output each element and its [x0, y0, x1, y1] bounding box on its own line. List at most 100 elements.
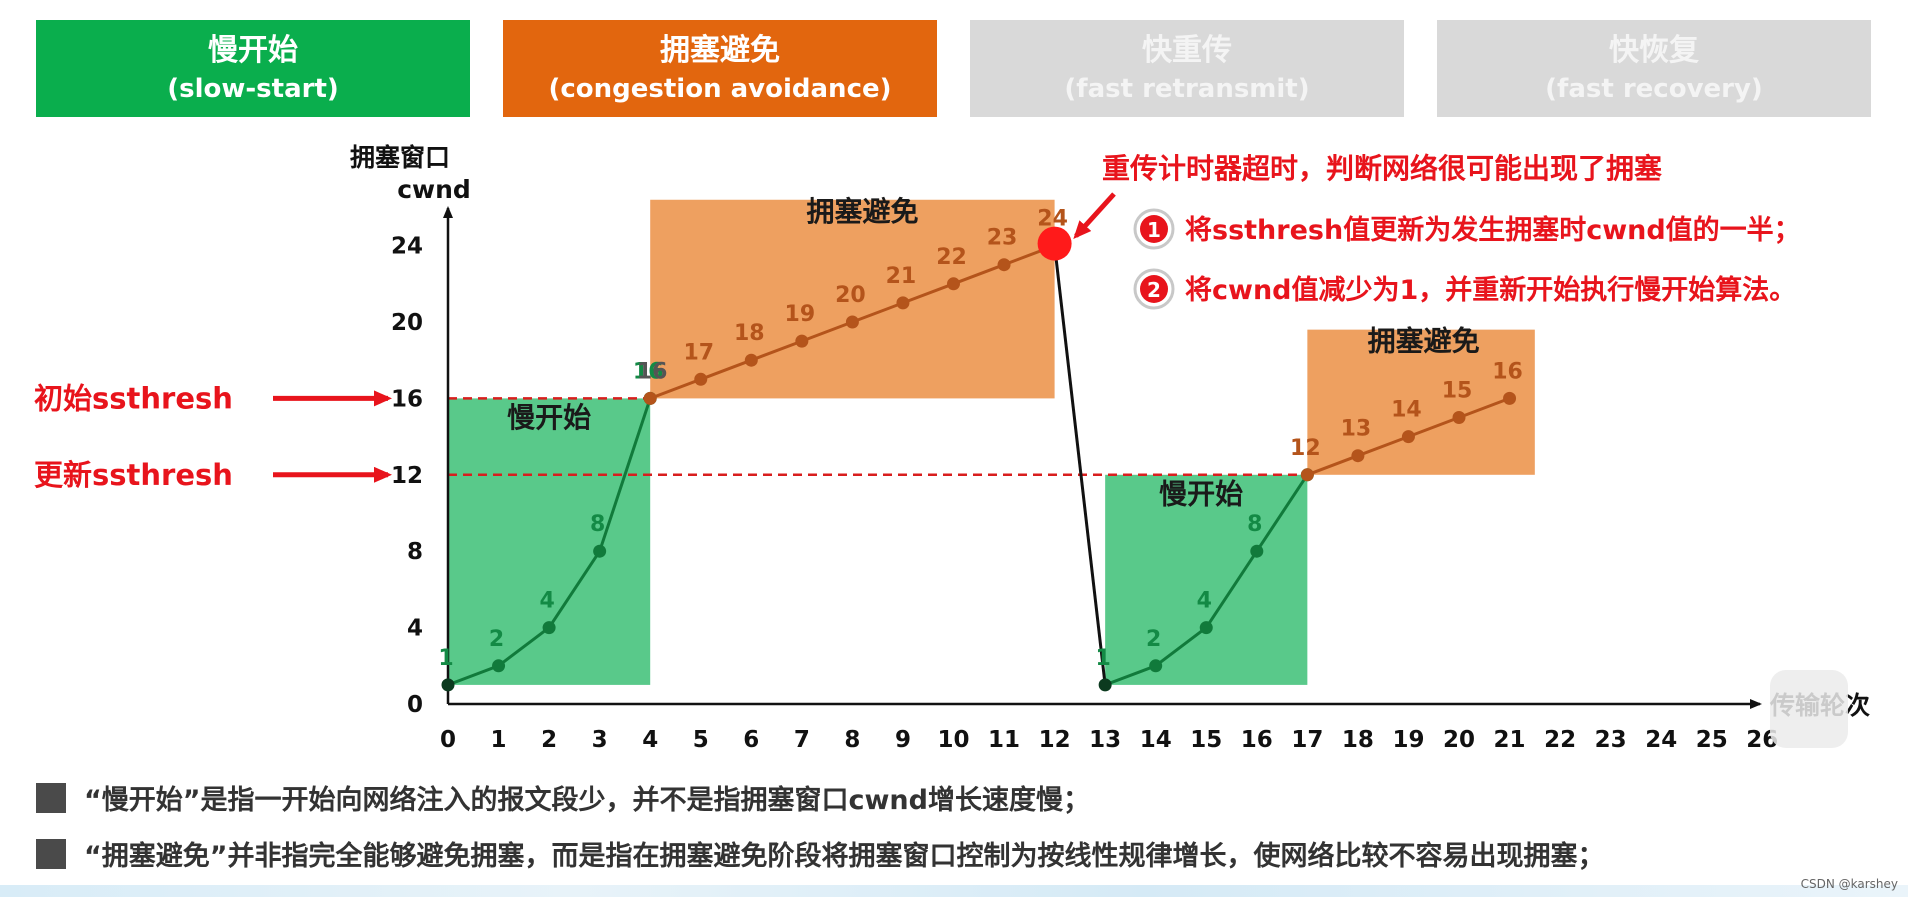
data-label: 18: [734, 321, 765, 346]
note-text: “慢开始”是指一开始向网络注入的报文段少，并不是指拥塞窗口cwnd增长速度慢；: [84, 785, 1090, 816]
x-tick-label: 8: [844, 727, 860, 753]
y-tick-label: 8: [407, 539, 423, 565]
play-overlay[interactable]: [1770, 670, 1848, 748]
watermark: CSDN @karshey: [1800, 877, 1898, 891]
data-point: [593, 544, 607, 558]
y-tick-label: 0: [407, 692, 423, 718]
header-title: 慢开始: [208, 32, 298, 68]
data-label: 14: [1391, 398, 1422, 423]
x-tick-label: 16: [1241, 727, 1273, 753]
header-subtitle: (congestion avoidance): [548, 73, 892, 104]
data-label: 1: [1095, 646, 1110, 671]
x-tick-label: 5: [693, 727, 709, 753]
header-fast-recovery: 快恢复 (fast recovery): [1437, 20, 1871, 117]
data-point: [997, 258, 1011, 272]
threshold-label: 初始ssthresh: [34, 381, 233, 415]
data-point: [694, 372, 708, 386]
x-tick-label: 18: [1342, 727, 1374, 753]
data-point: [845, 315, 859, 329]
y-tick-label: 20: [391, 310, 423, 336]
data-label: 15: [1442, 379, 1473, 404]
header-title: 快重传: [1142, 32, 1232, 68]
header-subtitle: (slow-start): [167, 73, 339, 104]
data-label: 12: [1290, 436, 1321, 461]
x-tick-label: 10: [937, 727, 969, 753]
y-axis-title: 拥塞窗口: [350, 143, 450, 172]
x-tick-label: 9: [895, 727, 911, 753]
x-tick-label: 11: [988, 727, 1020, 753]
x-tick-label: 0: [440, 727, 456, 753]
data-label: 16: [1492, 359, 1523, 384]
data-label: 8: [590, 512, 605, 537]
region-label: 慢开始: [1159, 477, 1243, 510]
number-badge-icon: [1140, 275, 1168, 303]
y-axis-title: cwnd: [397, 175, 471, 204]
data-label: 20: [835, 283, 866, 308]
data-point: [1503, 391, 1517, 405]
header-slow-start: 慢开始 (slow-start): [36, 20, 470, 117]
x-tick-label: 7: [794, 727, 810, 753]
cwnd-chart: 慢开始拥塞避免慢开始拥塞避免拥塞窗口cwnd传输轮次01234567891011…: [34, 143, 1870, 753]
data-point: [542, 621, 556, 635]
number-badge-icon: [1140, 215, 1168, 243]
header-fast-retransmit: 快重传 (fast retransmit): [970, 20, 1404, 117]
x-tick-label: 15: [1190, 727, 1222, 753]
data-point: [492, 659, 506, 673]
y-tick-label: 16: [391, 386, 423, 412]
data-label: 2: [489, 627, 504, 652]
x-tick-label: 13: [1089, 727, 1121, 753]
data-point: [795, 334, 809, 348]
data-label: 1: [438, 646, 453, 671]
data-label: 21: [886, 264, 917, 289]
x-tick-label: 17: [1291, 727, 1323, 753]
data-label: 16: [637, 359, 668, 384]
bullet-square-icon: [36, 782, 66, 813]
y-tick-label: 12: [391, 463, 423, 489]
header-subtitle: (fast recovery): [1545, 73, 1763, 104]
note-congestion-avoidance: “拥塞避免”并非指完全能够避免拥塞，而是指在拥塞避免阶段将拥塞窗口控制为按线性规…: [36, 834, 1896, 873]
data-point: [441, 678, 455, 692]
data-point: [896, 296, 910, 310]
data-point: [643, 391, 657, 405]
y-tick-label: 24: [391, 234, 423, 260]
x-tick-label: 23: [1595, 727, 1627, 753]
annotation-item: 将ssthresh值更新为发生拥塞时cwnd值的一半；: [1185, 214, 1801, 246]
x-tick-label: 12: [1039, 727, 1071, 753]
threshold-label: 更新ssthresh: [34, 458, 233, 492]
note-slow-start: “慢开始”是指一开始向网络注入的报文段少，并不是指拥塞窗口cwnd增长速度慢；: [36, 778, 1896, 817]
data-label: 23: [987, 226, 1018, 251]
data-point: [947, 277, 960, 291]
data-label: 2: [1146, 627, 1161, 652]
x-tick-label: 24: [1645, 727, 1677, 753]
data-label: 4: [539, 589, 554, 614]
x-tick-label: 20: [1443, 727, 1475, 753]
x-tick-label: 1: [491, 727, 507, 753]
data-point: [1250, 544, 1264, 558]
footer-wave: [0, 885, 1908, 897]
x-tick-label: 19: [1392, 727, 1424, 753]
y-tick-label: 4: [407, 616, 423, 642]
data-point: [1149, 659, 1163, 673]
header-subtitle: (fast retransmit): [1064, 73, 1310, 104]
data-label: 16: [633, 359, 664, 384]
x-tick-label: 4: [642, 727, 658, 753]
x-tick-label: 25: [1696, 727, 1728, 753]
x-tick-label: 22: [1544, 727, 1576, 753]
header-title: 拥塞避免: [660, 32, 780, 68]
data-label: 17: [683, 340, 714, 365]
bullet-square-icon: [36, 838, 66, 869]
region-label: 拥塞避免: [1368, 325, 1480, 358]
x-tick-label: 14: [1140, 727, 1172, 753]
data-point: [1199, 621, 1213, 635]
x-tick-label: 3: [592, 727, 608, 753]
data-label: 4: [1197, 589, 1212, 614]
number-badge-text: 2: [1147, 278, 1161, 302]
region-label: 拥塞避免: [807, 195, 919, 228]
data-point: [1300, 468, 1314, 482]
annotation-item: 将cwnd值减少为1，并重新开始执行慢开始算法。: [1185, 274, 1796, 306]
x-tick-label: 2: [541, 727, 557, 753]
timeout-point: [1037, 226, 1072, 261]
data-label: 19: [785, 302, 816, 327]
data-point: [1452, 411, 1466, 424]
header-title: 快恢复: [1609, 32, 1699, 68]
